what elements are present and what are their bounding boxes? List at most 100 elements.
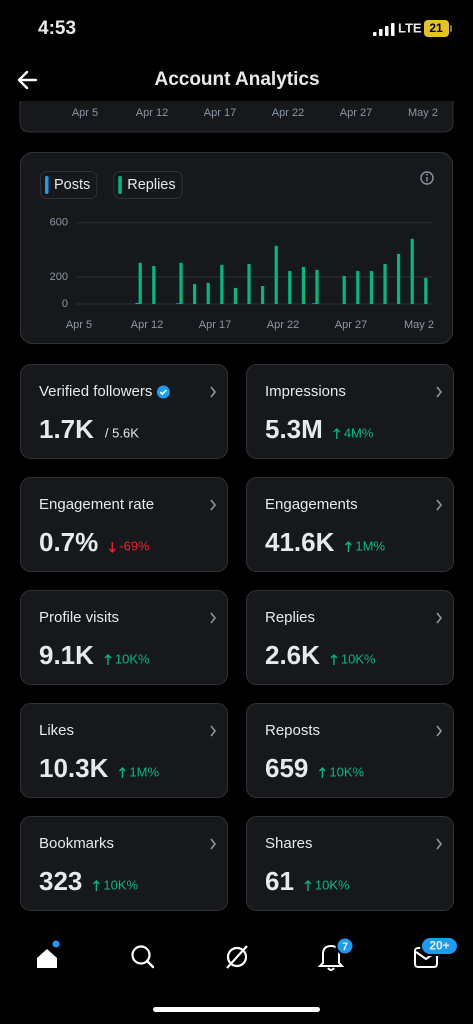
metric-title: Likes bbox=[39, 722, 74, 739]
metric-delta: 10K% bbox=[115, 651, 150, 666]
battery-level: 21 bbox=[429, 21, 443, 35]
metric-card[interactable] bbox=[246, 477, 454, 572]
bar bbox=[315, 269, 319, 304]
metric-value: 0.7% bbox=[39, 527, 98, 557]
bar bbox=[342, 275, 346, 304]
messages-badge bbox=[420, 936, 459, 956]
trend-arrow bbox=[104, 654, 112, 665]
back-button[interactable] bbox=[17, 70, 38, 90]
bar bbox=[356, 270, 360, 304]
legend-swatch bbox=[45, 176, 49, 194]
metric-title: Shares bbox=[265, 835, 313, 852]
metric-title: Replies bbox=[265, 609, 315, 626]
home-indicator bbox=[153, 1007, 320, 1012]
chevron bbox=[210, 725, 217, 737]
notification-count: 7 bbox=[342, 941, 348, 953]
network: LTE bbox=[398, 20, 422, 35]
trend-arrow bbox=[118, 767, 126, 778]
metric-value: 2.6K bbox=[265, 640, 320, 670]
page-title: Account Analytics bbox=[154, 69, 319, 90]
metric-title: Verified followers bbox=[39, 383, 152, 400]
metric-card[interactable] bbox=[246, 590, 454, 685]
metric-card[interactable] bbox=[246, 816, 454, 911]
x-tick-label: Apr 12 bbox=[131, 319, 163, 331]
x-tick-label: Apr 5 bbox=[66, 319, 92, 331]
nav-notifications[interactable] bbox=[317, 944, 345, 971]
x-tick-label: May 2 bbox=[404, 319, 434, 331]
bar bbox=[206, 282, 210, 304]
metric-card[interactable] bbox=[20, 477, 228, 572]
bar bbox=[301, 266, 305, 304]
x-tick-label: Apr 5 bbox=[72, 107, 98, 119]
bar bbox=[312, 303, 316, 304]
nav-home[interactable] bbox=[37, 949, 57, 968]
chevron bbox=[210, 499, 217, 511]
chevron bbox=[210, 386, 217, 398]
legend-item bbox=[113, 171, 183, 199]
x-tick-label: Apr 22 bbox=[267, 319, 299, 331]
bar bbox=[369, 270, 373, 304]
x-tick-label: Apr 12 bbox=[136, 107, 168, 119]
metric-card[interactable] bbox=[20, 816, 228, 911]
metric-value: 10.3K bbox=[39, 753, 109, 783]
previous-chart-card bbox=[19, 100, 454, 133]
x-tick-label: Apr 22 bbox=[272, 107, 304, 119]
time: 4:53 bbox=[38, 18, 76, 39]
metric-card[interactable] bbox=[20, 364, 228, 459]
trend-arrow bbox=[330, 654, 338, 665]
metric-card[interactable] bbox=[246, 703, 454, 798]
chevron bbox=[436, 838, 443, 850]
metric-title: Engagements bbox=[265, 496, 358, 513]
metric-delta: 4M% bbox=[344, 425, 374, 440]
bar bbox=[179, 262, 183, 304]
nav-grok[interactable] bbox=[226, 946, 248, 968]
metric-delta: 10K% bbox=[341, 651, 376, 666]
signal bbox=[373, 23, 395, 36]
nav-search[interactable] bbox=[131, 945, 151, 965]
metric-value: 1.7K bbox=[39, 414, 94, 444]
metric-card[interactable] bbox=[20, 590, 228, 685]
metric-title: Engagement rate bbox=[39, 496, 154, 513]
metric-delta: 10K% bbox=[329, 764, 364, 779]
bar bbox=[397, 253, 401, 304]
metric-total: / 5.6K bbox=[105, 425, 139, 440]
battery-tip bbox=[450, 25, 452, 32]
bar bbox=[424, 277, 428, 304]
chevron bbox=[436, 725, 443, 737]
y-tick-label: 200 bbox=[50, 271, 68, 283]
legend-label: Replies bbox=[127, 177, 175, 193]
bar bbox=[176, 303, 180, 304]
bar bbox=[138, 262, 142, 304]
bar bbox=[247, 263, 251, 304]
legend-item bbox=[40, 171, 98, 199]
bar bbox=[193, 283, 197, 304]
chevron bbox=[210, 838, 217, 850]
scroll-mask bbox=[0, 96, 473, 101]
info-icon[interactable] bbox=[420, 171, 434, 185]
verified-check bbox=[159, 389, 167, 396]
metric-delta: 1M% bbox=[355, 538, 385, 553]
x-tick-label: May 2 bbox=[408, 107, 438, 119]
x-tick-label: Apr 27 bbox=[340, 107, 372, 119]
chevron bbox=[436, 499, 443, 511]
metric-card[interactable] bbox=[246, 364, 454, 459]
legend-label: Posts bbox=[54, 177, 90, 193]
bar bbox=[288, 270, 292, 304]
home-dot bbox=[52, 940, 60, 948]
battery bbox=[424, 20, 449, 37]
nav-grok-slash bbox=[226, 945, 248, 969]
x-tick-label: Apr 27 bbox=[335, 319, 367, 331]
chevron bbox=[436, 386, 443, 398]
bar bbox=[233, 287, 237, 304]
info-icon-dot bbox=[426, 173, 428, 176]
metric-delta: 10K% bbox=[315, 877, 350, 892]
trend-arrow bbox=[318, 767, 326, 778]
trend-arrow bbox=[304, 880, 312, 891]
chevron bbox=[210, 612, 217, 624]
metric-title: Reposts bbox=[265, 722, 320, 739]
metric-title: Profile visits bbox=[39, 609, 119, 626]
metric-delta: 10K% bbox=[103, 877, 138, 892]
bar bbox=[152, 265, 156, 304]
metric-card[interactable] bbox=[20, 703, 228, 798]
